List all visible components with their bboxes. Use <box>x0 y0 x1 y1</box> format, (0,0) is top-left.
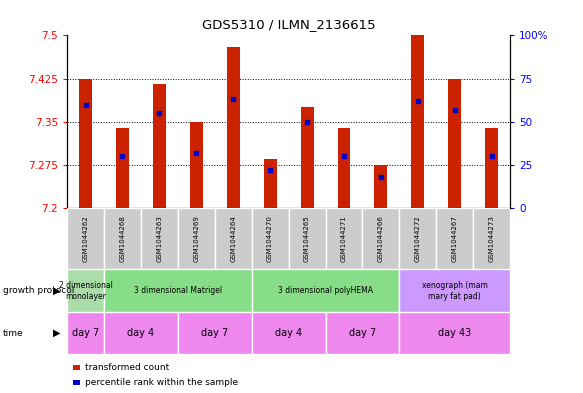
Text: growth protocol: growth protocol <box>3 286 74 295</box>
Text: GSM1044273: GSM1044273 <box>489 215 494 262</box>
Text: GSM1044267: GSM1044267 <box>452 215 458 262</box>
Text: GSM1044262: GSM1044262 <box>83 215 89 262</box>
Bar <box>190 122 203 208</box>
Bar <box>141 208 178 269</box>
Bar <box>104 269 252 312</box>
Bar <box>67 312 104 354</box>
Text: 3 dimensional Matrigel: 3 dimensional Matrigel <box>134 286 222 295</box>
Bar <box>325 208 363 269</box>
Text: GSM1044272: GSM1044272 <box>415 215 421 262</box>
Text: transformed count: transformed count <box>85 363 170 372</box>
Text: day 43: day 43 <box>438 328 472 338</box>
Text: ▶: ▶ <box>53 328 60 338</box>
Bar <box>301 107 314 208</box>
Text: day 4: day 4 <box>275 328 302 338</box>
Text: GSM1044268: GSM1044268 <box>120 215 125 262</box>
Bar <box>153 84 166 208</box>
Bar <box>399 269 510 312</box>
Bar <box>252 269 399 312</box>
Text: day 4: day 4 <box>127 328 154 338</box>
Text: GSM1044271: GSM1044271 <box>341 215 347 262</box>
Bar <box>104 208 141 269</box>
Bar <box>79 79 92 208</box>
Text: GSM1044269: GSM1044269 <box>194 215 199 262</box>
Text: GSM1044266: GSM1044266 <box>378 215 384 262</box>
Bar <box>448 79 461 208</box>
Bar <box>264 159 276 208</box>
Text: time: time <box>3 329 23 338</box>
Text: day 7: day 7 <box>349 328 376 338</box>
Text: GSM1044264: GSM1044264 <box>230 215 236 262</box>
Text: 2 dimensional
monolayer: 2 dimensional monolayer <box>58 281 113 301</box>
Text: GSM1044263: GSM1044263 <box>156 215 162 262</box>
Bar <box>473 208 510 269</box>
Text: xenograph (mam
mary fat pad): xenograph (mam mary fat pad) <box>422 281 487 301</box>
Text: GSM1044270: GSM1044270 <box>267 215 273 262</box>
Bar <box>67 208 104 269</box>
Bar <box>325 312 399 354</box>
Bar <box>104 312 178 354</box>
Bar <box>116 128 129 208</box>
Bar <box>289 208 325 269</box>
Bar <box>338 128 350 208</box>
Bar <box>399 312 510 354</box>
Text: GSM1044265: GSM1044265 <box>304 215 310 262</box>
Bar <box>485 128 498 208</box>
Bar <box>215 208 252 269</box>
Bar <box>178 312 252 354</box>
Bar <box>252 312 325 354</box>
Bar <box>436 208 473 269</box>
Title: GDS5310 / ILMN_2136615: GDS5310 / ILMN_2136615 <box>202 18 375 31</box>
Bar <box>67 269 104 312</box>
Bar <box>412 35 424 208</box>
Text: percentile rank within the sample: percentile rank within the sample <box>85 378 238 387</box>
Text: ▶: ▶ <box>53 286 60 296</box>
Text: day 7: day 7 <box>72 328 99 338</box>
Bar <box>252 208 289 269</box>
Bar <box>399 208 436 269</box>
Text: day 7: day 7 <box>201 328 229 338</box>
Text: 3 dimensional polyHEMA: 3 dimensional polyHEMA <box>278 286 373 295</box>
Bar <box>363 208 399 269</box>
Bar <box>374 165 387 208</box>
Bar <box>178 208 215 269</box>
Bar <box>227 47 240 208</box>
